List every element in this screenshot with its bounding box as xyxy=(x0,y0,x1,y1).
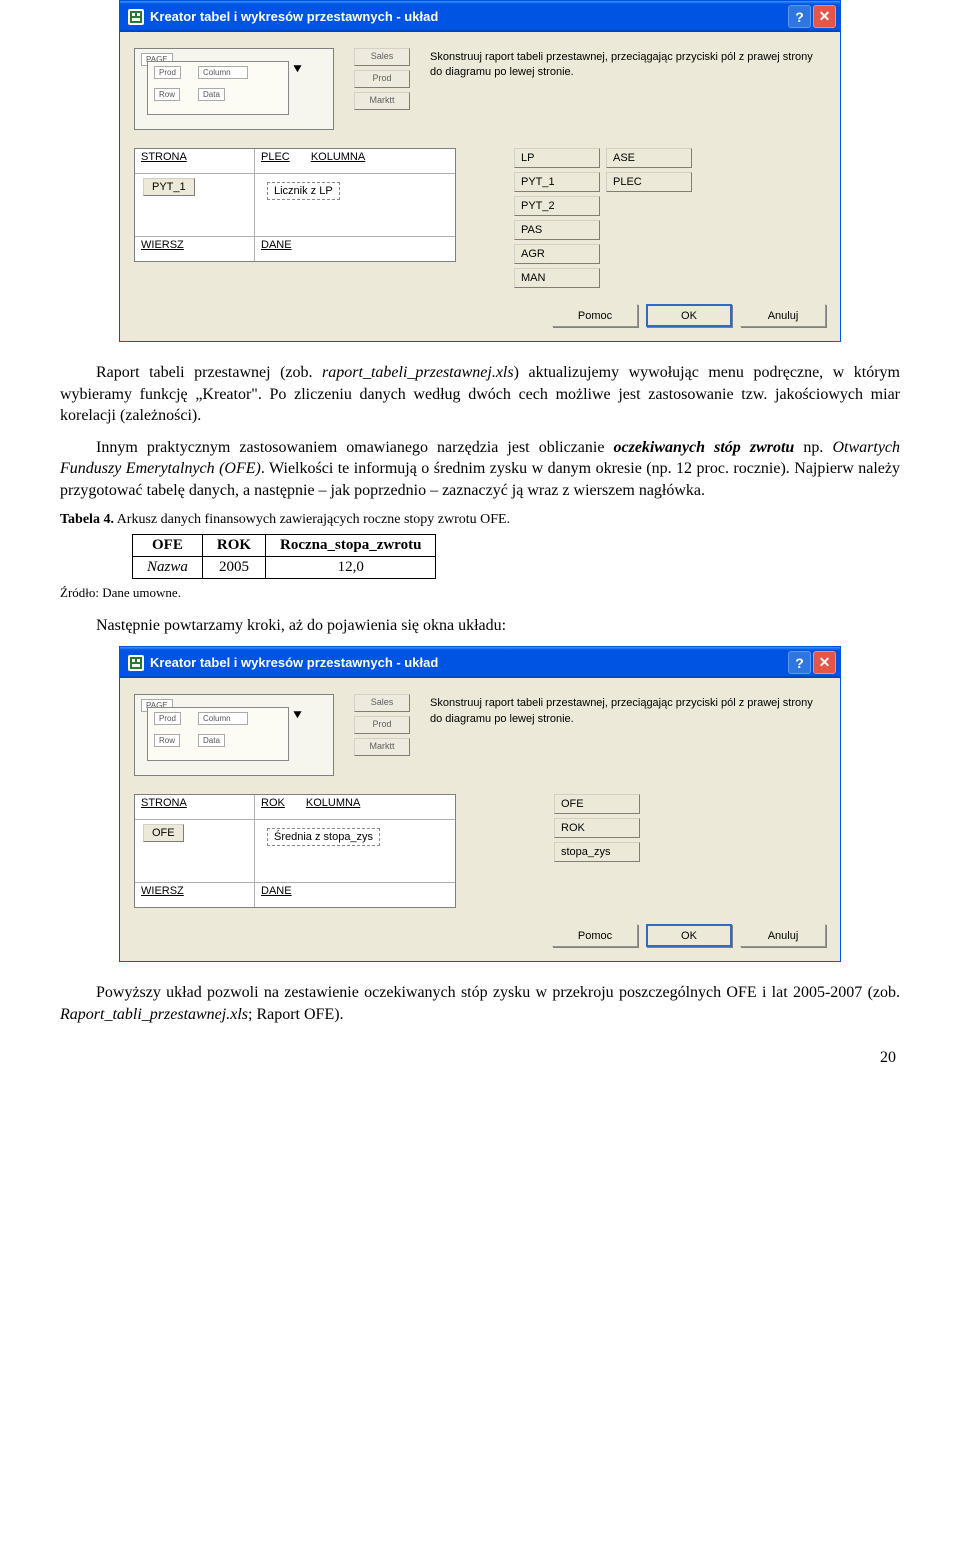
zone-col-b-label: KOLUMNA xyxy=(311,151,365,163)
thumb-side-buttons: Sales Prod Marktt xyxy=(354,694,410,776)
app-icon xyxy=(128,9,144,25)
help-icon[interactable]: ? xyxy=(788,5,811,28)
available-fields: OFE ROK stopa_zys xyxy=(554,794,640,862)
field-chip[interactable]: OFE xyxy=(554,794,640,814)
ofe-data-table: OFE ROK Roczna_stopa_zwrotu Nazwa 2005 1… xyxy=(132,534,436,579)
zone-col-a-label: ROK xyxy=(261,797,285,809)
field-chip[interactable]: AGR xyxy=(514,244,600,264)
field-chip[interactable]: PYT_1 xyxy=(514,172,600,192)
th: Roczna_stopa_zwrotu xyxy=(266,534,436,556)
cancel-button[interactable]: Anuluj xyxy=(740,924,826,947)
page-field-chip[interactable]: PYT_1 xyxy=(143,178,195,196)
drop-zone-grid: STRONA ROK KOLUMNA OFE Średnia z stopa_z… xyxy=(134,794,456,908)
instruction-text: Skonstruuj raport tabeli przestawnej, pr… xyxy=(430,694,826,776)
field-chip[interactable]: LP xyxy=(514,148,600,168)
available-fields: LP PYT_1 PYT_2 PAS AGR MAN ASE PLEC xyxy=(514,148,692,288)
close-icon[interactable]: ✕ xyxy=(813,651,836,674)
page-field-chip[interactable]: OFE xyxy=(143,824,184,842)
field-chip[interactable]: PAS xyxy=(514,220,600,240)
thumb-btn: Prod xyxy=(354,716,410,734)
field-chip[interactable]: stopa_zys xyxy=(554,842,640,862)
zone-row-label: WIERSZ xyxy=(141,885,184,897)
ok-button[interactable]: OK xyxy=(646,304,732,327)
page-number: 20 xyxy=(60,1049,900,1067)
pivot-wizard-dialog-2: Kreator tabel i wykresów przestawnych - … xyxy=(119,646,841,962)
thumb-btn: Sales xyxy=(354,48,410,66)
field-chip[interactable]: PLEC xyxy=(606,172,692,192)
zone-row-label: WIERSZ xyxy=(141,239,184,251)
thumb-btn: Sales xyxy=(354,694,410,712)
field-chip[interactable]: ASE xyxy=(606,148,692,168)
data-field-chip[interactable]: Licznik z LP xyxy=(267,182,340,200)
table-caption: Tabela 4. Tabela 4. Arkusz danych finans… xyxy=(60,512,900,528)
thumb-btn: Prod xyxy=(354,70,410,88)
td: Nazwa xyxy=(133,556,203,578)
table-row: Nazwa 2005 12,0 xyxy=(133,556,436,578)
help-button[interactable]: Pomoc xyxy=(552,304,638,327)
titlebar: Kreator tabel i wykresów przestawnych - … xyxy=(120,1,840,32)
field-chip[interactable]: MAN xyxy=(514,268,600,288)
help-button[interactable]: Pomoc xyxy=(552,924,638,947)
help-icon[interactable]: ? xyxy=(788,651,811,674)
titlebar-text: Kreator tabel i wykresów przestawnych - … xyxy=(150,9,786,24)
th: ROK xyxy=(202,534,265,556)
th: OFE xyxy=(133,534,203,556)
thumb-side-buttons: Sales Prod Marktt xyxy=(354,48,410,130)
thumb-btn: Marktt xyxy=(354,738,410,756)
cancel-button[interactable]: Anuluj xyxy=(740,304,826,327)
zone-page-label: STRONA xyxy=(141,151,187,163)
drop-zone-grid: STRONA PLEC KOLUMNA PYT_1 Licznik z LP W… xyxy=(134,148,456,262)
pivot-wizard-dialog-1: Kreator tabel i wykresów przestawnych - … xyxy=(119,0,841,342)
td: 12,0 xyxy=(266,556,436,578)
field-chip[interactable]: ROK xyxy=(554,818,640,838)
app-icon xyxy=(128,655,144,671)
close-icon[interactable]: ✕ xyxy=(813,5,836,28)
zone-col-b-label: KOLUMNA xyxy=(306,797,360,809)
table-source: Źródło: Dane umowne. xyxy=(60,585,900,601)
td: 2005 xyxy=(202,556,265,578)
ok-button[interactable]: OK xyxy=(646,924,732,947)
cursor-icon xyxy=(293,62,303,72)
instruction-text: Skonstruuj raport tabeli przestawnej, pr… xyxy=(430,48,826,130)
cursor-icon xyxy=(293,708,303,718)
zone-data-label: DANE xyxy=(261,239,292,251)
data-field-chip[interactable]: Średnia z stopa_zys xyxy=(267,828,380,846)
field-chip[interactable]: PYT_2 xyxy=(514,196,600,216)
layout-thumbnail: PAGE Prod Column Row Data xyxy=(134,48,334,130)
zone-col-a-label: PLEC xyxy=(261,151,290,163)
paragraph-1: Raport tabeli przestawnej (zob. raport_t… xyxy=(60,362,900,427)
paragraph-3: Następnie powtarzamy kroki, aż do pojawi… xyxy=(60,615,900,637)
layout-thumbnail: PAGE Prod Column Row Data xyxy=(134,694,334,776)
thumb-btn: Marktt xyxy=(354,92,410,110)
titlebar-text: Kreator tabel i wykresów przestawnych - … xyxy=(150,655,786,670)
paragraph-2: Innym praktycznym zastosowaniem omawiane… xyxy=(60,437,900,502)
zone-page-label: STRONA xyxy=(141,797,187,809)
table-header-row: OFE ROK Roczna_stopa_zwrotu xyxy=(133,534,436,556)
zone-data-label: DANE xyxy=(261,885,292,897)
titlebar: Kreator tabel i wykresów przestawnych - … xyxy=(120,647,840,678)
paragraph-4: Powyższy układ pozwoli na zestawienie oc… xyxy=(60,982,900,1025)
